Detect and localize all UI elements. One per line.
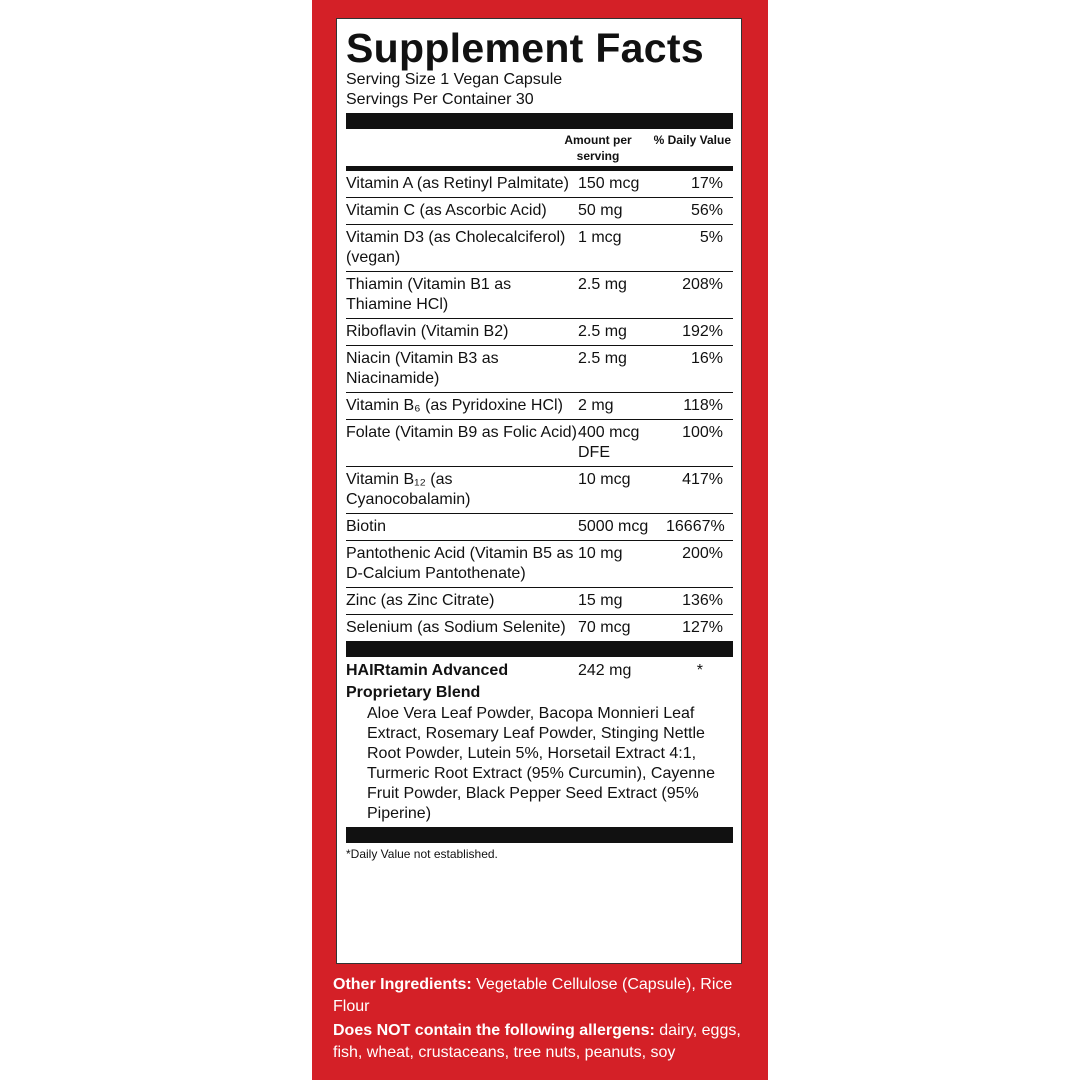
nutrient-row: Riboflavin (Vitamin B2) 2.5 mg 192% [346,319,733,346]
nutrient-name: Folate (Vitamin B9 as Folic Acid) [346,424,577,441]
nutrient-name: Pantothenic Acid (Vitamin B5 as D-Calciu… [346,545,574,582]
blend-row: HAIRtamin Advanced Proprietary Blend 242… [346,657,733,704]
nutrient-name: Vitamin A (as Retinyl Palmitate) [346,175,569,192]
daily-value: 5% [699,229,723,246]
bottom-text: Other Ingredients: Vegetable Cellulose (… [333,974,753,1066]
amount: 2.5 mg [578,350,627,367]
amount: 10 mcg [578,471,631,488]
amount: 400 mcg DFE [578,424,640,461]
nutrient-name: Vitamin B₁₂ (as Cyanocobalamin) [346,471,471,508]
blend-ingredients: Aloe Vera Leaf Powder, Bacopa Monnieri L… [367,705,715,822]
nutrient-row: Vitamin B₁₂ (as Cyanocobalamin) 10 mcg 417… [346,467,733,514]
nutrient-row: Thiamin (Vitamin B1 as Thiamine HCl) 2.5 … [346,272,733,319]
text: dairy, eggs, fish, wheat, crustaceans, t… [333,1022,741,1061]
divider-bar [346,641,733,657]
label: Other Ingredients: [333,976,472,993]
facts-label: Supplement Facts Serving Size 1 Vegan Ca… [336,18,742,964]
label: Does NOT contain the following allergens… [333,1022,655,1039]
daily-value: 127% [682,619,723,636]
amount: 10 mg [578,545,623,562]
daily-value: 100% [682,424,723,441]
amount: 2 mg [578,397,614,414]
nutrient-row: Biotin 5000 mcg 16667% [346,514,733,541]
amount: 2.5 mg [578,323,627,340]
nutrient-name: Vitamin D3 (as Cholecalciferol) (vegan) [346,229,566,266]
nutrient-row: Vitamin C (as Ascorbic Acid) 50 mg 56% [346,198,733,225]
nutrient-rows: Vitamin A (as Retinyl Palmitate) 150 mcg 1… [346,171,733,641]
daily-value: 200% [682,545,723,562]
amount: 50 mg [578,202,623,219]
nutrient-name: Vitamin B₆ (as Pyridoxine HCl) [346,397,563,414]
blend-amount: 242 mg [578,662,632,679]
nutrient-row: Vitamin B₆ (as Pyridoxine HCl) 2 mg 118% [346,393,733,420]
daily-value: 16% [690,350,723,367]
nutrient-row: Folate (Vitamin B9 as Folic Acid) 400 mcg… [346,420,733,467]
text: Vegetable Cellulose (Capsule), Rice Flou… [333,976,733,1015]
daily-value: 17% [690,175,723,192]
amount: 5000 mcg [578,518,649,535]
daily-value: 208% [682,276,723,293]
blend-dv: * [696,662,703,679]
amount: 15 mg [578,592,623,609]
daily-value: 136% [682,592,723,609]
other-ingredients: Other Ingredients: Vegetable Cellulose (… [333,974,753,1018]
nutrient-name: Selenium (as Sodium Selenite) [346,619,566,636]
daily-value: 56% [690,202,723,219]
daily-value: 417% [682,471,723,488]
nutrient-row: Vitamin A (as Retinyl Palmitate) 150 mcg 1… [346,171,733,198]
footnote: *Daily Value not established. [346,847,498,861]
serving-size: Serving Size 1 Vegan Capsule [346,71,563,88]
amount: 1 mcg [578,229,622,246]
nutrient-name: Vitamin C (as Ascorbic Acid) [346,202,547,219]
daily-value: 118% [683,397,723,414]
daily-value: 16667% [666,518,725,535]
nutrient-row: Niacin (Vitamin B3 as Niacinamide) 2.5 mg… [346,346,733,393]
amount: 2.5 mg [578,276,627,293]
table-header: Amount per serving % Daily Value [346,129,733,171]
nutrient-name: Biotin [346,518,387,535]
servings-per-container: Servings Per Container 30 [346,91,534,108]
header-amount: Amount per serving [564,133,632,163]
nutrient-row: Zinc (as Zinc Citrate) 15 mg 136% [346,588,733,615]
blend-name: HAIRtamin Advanced Proprietary Blend [346,662,509,701]
title: Supplement Facts [346,25,704,71]
nutrient-name: Niacin (Vitamin B3 as Niacinamide) [346,350,499,387]
header-daily-value: % Daily Value [653,133,731,147]
nutrient-name: Zinc (as Zinc Citrate) [346,592,495,609]
nutrient-row: Pantothenic Acid (Vitamin B5 as D-Calciu… [346,541,733,588]
amount: 70 mcg [578,619,631,636]
nutrient-name: Thiamin (Vitamin B1 as Thiamine HCl) [346,276,512,313]
daily-value: 192% [682,323,723,340]
divider-bar [346,113,733,129]
amount: 150 mcg [578,175,640,192]
nutrient-row: Selenium (as Sodium Selenite) 70 mcg 127% [346,615,733,641]
nutrient-name: Riboflavin (Vitamin B2) [346,323,509,340]
divider-bar [346,827,733,843]
allergens: Does NOT contain the following allergens… [333,1020,753,1064]
nutrient-row: Vitamin D3 (as Cholecalciferol) (vegan) 1… [346,225,733,272]
